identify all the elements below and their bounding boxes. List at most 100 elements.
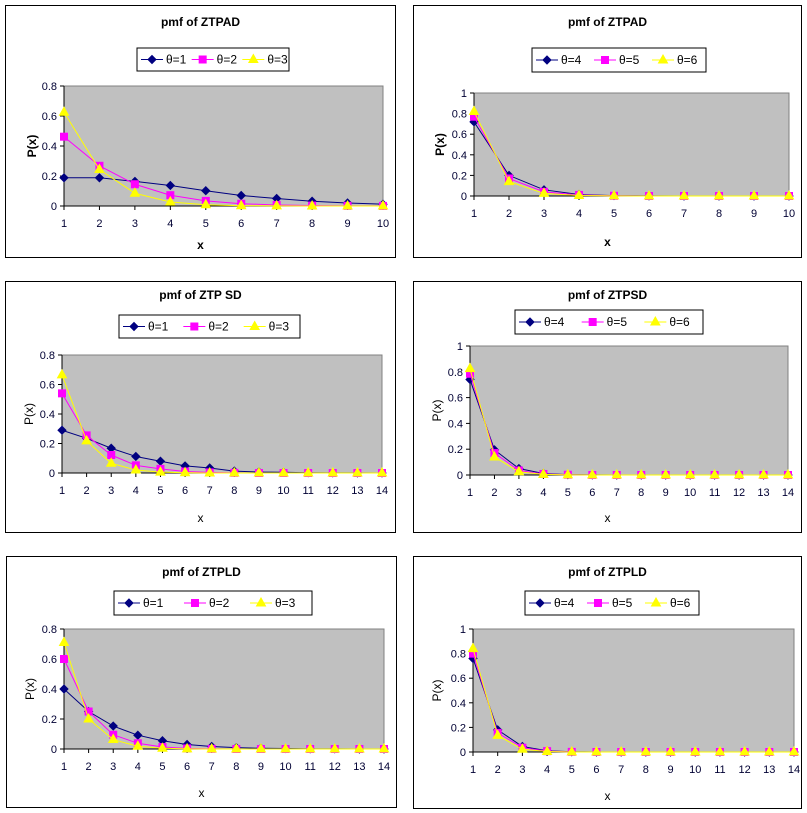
x-tick-label: 7	[274, 218, 280, 230]
data-point	[58, 106, 70, 116]
x-tick-label: 1	[61, 761, 67, 773]
x-tick-label: 5	[569, 764, 575, 776]
x-tick-label: 14	[782, 487, 794, 499]
series-3	[468, 105, 795, 200]
x-tick-label: 10	[783, 208, 795, 220]
legend-marker	[124, 598, 134, 608]
data-point	[107, 733, 119, 744]
y-tick-label: 0	[49, 468, 55, 480]
x-tick-label: 2	[491, 487, 497, 499]
x-axis-label: x	[605, 511, 611, 525]
chart-ztpsd-theta-4-6: pmf of ZTPSD θ=4 θ=5 θ=6 0 0.2 0.4 0.6 0.8 1 1 2 3 4 5…	[413, 281, 802, 533]
series-3	[58, 636, 390, 753]
chart-ztpad-theta-4-6: pmf of ZTPAD θ=4 θ=5 θ=6 0 0.2 0.4 0.6 0.8 1 1 2 3 4 5…	[413, 5, 802, 258]
legend-marker	[525, 317, 535, 327]
y-tick-label: 0.2	[42, 714, 57, 726]
data-point	[503, 175, 515, 186]
chart-ztpad-theta-1-3: pmf of ZTPAD θ=1 θ=2 θ=3 0 0.2 0.4 0.6 0.8 1 2 3 4 5 6…	[5, 5, 396, 258]
data-point	[689, 745, 701, 756]
x-tick-label: 3	[541, 208, 547, 220]
chart-title: pmf of ZTPAD	[161, 15, 240, 29]
x-tick-label: 7	[209, 761, 215, 773]
x-tick-label: 12	[738, 764, 750, 776]
x-tick-label: 5	[611, 208, 617, 220]
legend-label: θ=2	[217, 53, 238, 67]
data-point	[733, 468, 745, 479]
y-tick-label: 0.6	[42, 654, 57, 666]
x-axis-label: x	[197, 238, 204, 252]
x-tick-label: 6	[238, 218, 244, 230]
legend-label: θ=3	[275, 596, 296, 610]
x-tick-label: 9	[667, 764, 673, 776]
data-point	[748, 189, 760, 200]
data-point	[327, 466, 339, 477]
series-3	[56, 368, 388, 477]
y-tick-label: 0	[51, 201, 57, 213]
x-tick-label: 4	[576, 208, 582, 220]
x-tick-label: 9	[344, 218, 350, 230]
x-tick-label: 9	[751, 208, 757, 220]
x-tick-label: 7	[614, 487, 620, 499]
x-tick-label: 3	[108, 485, 114, 497]
x-tick-label: 10	[277, 485, 289, 497]
y-tick-label: 0.6	[40, 380, 55, 392]
data-point	[155, 466, 166, 476]
y-tick-label: 0.2	[452, 170, 467, 182]
x-tick-label: 4	[133, 485, 139, 497]
data-point	[783, 189, 795, 200]
y-tick-label: 0.4	[451, 698, 466, 710]
data-point	[608, 189, 620, 200]
x-tick-label: 4	[544, 764, 550, 776]
legend-marker	[535, 598, 545, 608]
data-point	[81, 434, 92, 445]
series-3	[464, 362, 794, 479]
legend-marker	[255, 596, 267, 607]
chart-title: pmf of ZTPLD	[162, 565, 241, 579]
x-tick-label: 13	[353, 761, 365, 773]
y-tick-label: 0.8	[451, 649, 466, 661]
data-point	[739, 745, 750, 756]
x-tick-label: 11	[709, 487, 720, 499]
data-point	[538, 468, 549, 478]
x-tick-label: 8	[231, 485, 237, 497]
legend-label: θ=3	[269, 320, 290, 334]
x-tick-label: 1	[59, 485, 65, 497]
x-tick-label: 9	[258, 761, 264, 773]
y-tick-label: 1	[460, 624, 466, 636]
data-point	[94, 163, 105, 174]
data-point	[60, 655, 68, 663]
data-point	[59, 173, 69, 183]
legend-label: θ=4	[561, 53, 582, 67]
legend-marker	[588, 318, 597, 326]
data-point	[204, 466, 216, 477]
chart-title: pmf of ZTPLD	[568, 565, 647, 579]
y-tick-label: 0.8	[452, 109, 467, 121]
data-point	[304, 742, 316, 753]
legend-label: θ=1	[166, 53, 187, 67]
data-point	[591, 745, 602, 756]
y-axis-label: P(x)	[430, 400, 444, 422]
y-tick-label: 0.2	[42, 171, 57, 183]
x-tick-label: 6	[182, 485, 188, 497]
plot-area	[61, 354, 383, 474]
chart-ztpld-theta-1-3: pmf of ZTPLD θ=1 θ=2 θ=3 0 0.2 0.4 0.6 0.8 1 2 3 4 5 6…	[6, 556, 397, 808]
data-point	[517, 743, 528, 753]
y-tick-label: 1	[457, 341, 463, 353]
series-3	[467, 642, 800, 756]
data-point	[468, 105, 480, 116]
data-point	[201, 185, 211, 196]
data-point	[562, 468, 574, 479]
legend-marker	[601, 56, 609, 64]
data-point	[131, 451, 141, 462]
x-tick-label: 6	[184, 761, 190, 773]
legend-marker	[198, 55, 207, 64]
x-tick-label: 11	[302, 485, 313, 497]
chart-title: pmf of ZTPSD	[568, 288, 648, 302]
x-axis-label: x	[198, 511, 204, 525]
data-point	[635, 468, 647, 479]
data-point	[57, 425, 67, 435]
y-axis-label: P(x)	[433, 133, 447, 156]
plot-area	[473, 92, 790, 197]
x-tick-label: 5	[157, 485, 163, 497]
